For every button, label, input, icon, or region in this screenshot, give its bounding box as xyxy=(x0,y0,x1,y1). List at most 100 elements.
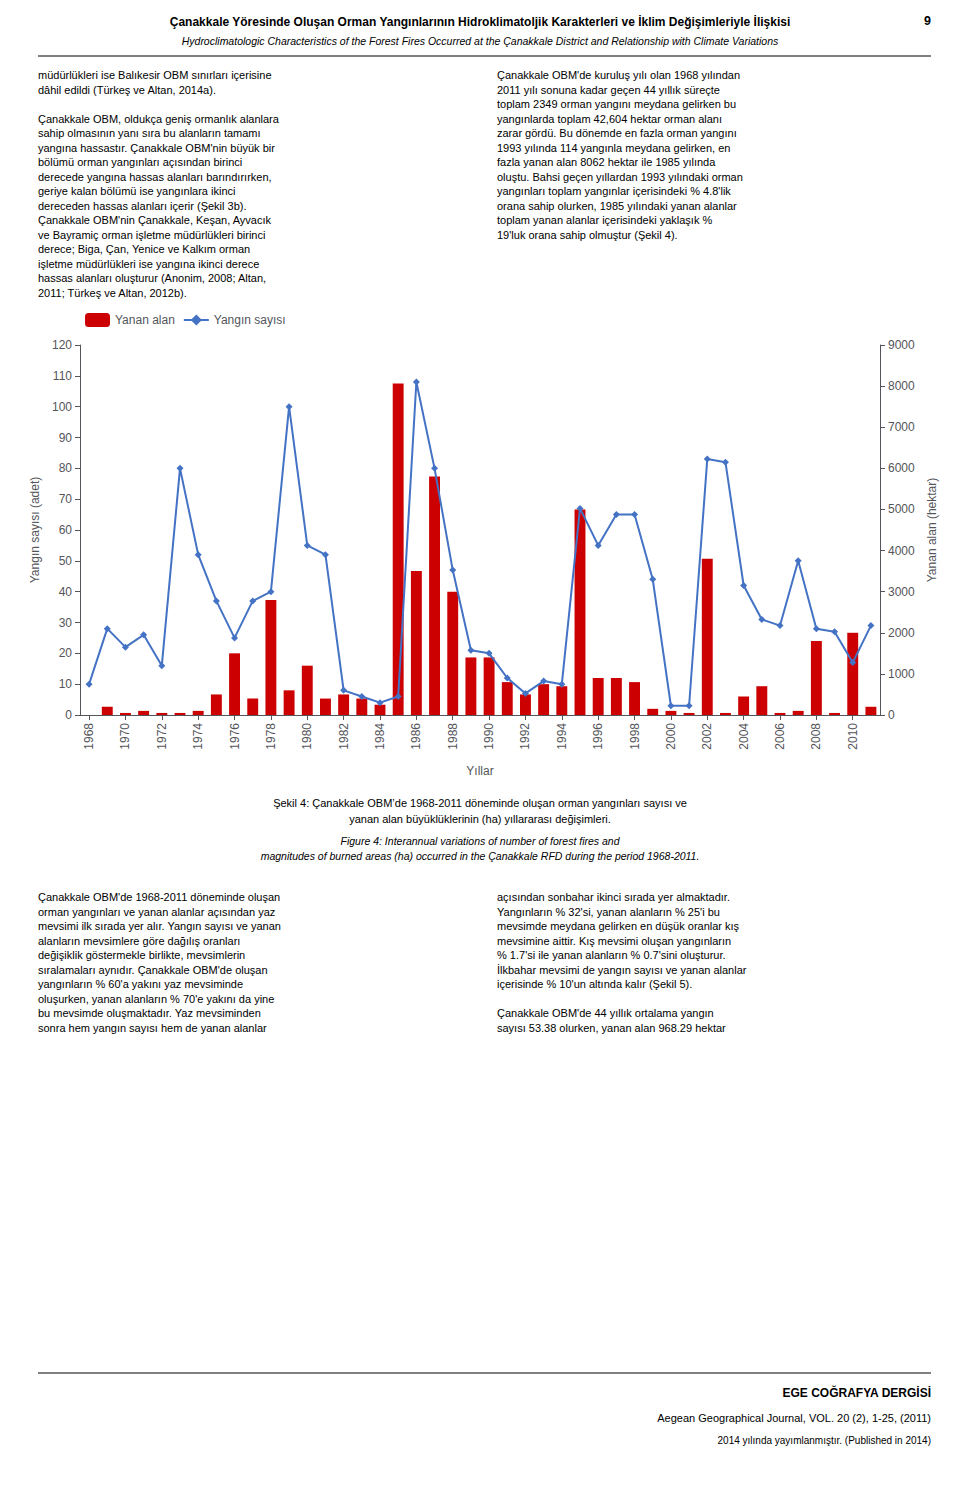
svg-text:120: 120 xyxy=(52,338,72,352)
svg-text:değişiklik göstermekle birlikt: değişiklik göstermekle birlikte, mevsiml… xyxy=(38,949,245,961)
svg-text:Yangın sayısı: Yangın sayısı xyxy=(214,313,286,327)
svg-text:Yıllar: Yıllar xyxy=(466,764,493,778)
svg-text:fazla yanan alan 8062 hektar i: fazla yanan alan 8062 hektar ile 1985 yı… xyxy=(497,156,716,168)
svg-text:2011; Türkeş ve Altan, 2012b).: 2011; Türkeş ve Altan, 2012b). xyxy=(38,287,187,299)
svg-text:3000: 3000 xyxy=(888,585,915,599)
svg-text:0: 0 xyxy=(65,708,72,722)
svg-text:1996: 1996 xyxy=(591,723,605,750)
svg-text:Çanakkale OBM'de 1968-2011 dön: Çanakkale OBM'de 1968-2011 döneminde olu… xyxy=(38,891,280,903)
svg-text:1988: 1988 xyxy=(446,723,460,750)
svg-text:1974: 1974 xyxy=(191,723,205,750)
svg-text:Çanakkale OBM'de kuruluş yılı: Çanakkale OBM'de kuruluş yılı olan 1968 … xyxy=(497,69,740,81)
svg-text:dereceden hassas alanları içer: dereceden hassas alanları içerir (Şekil … xyxy=(38,200,247,212)
svg-text:mevsimi ilk sırada yer alır. Y: mevsimi ilk sırada yer alır. Yangın sayı… xyxy=(38,920,281,932)
svg-text:Hydroclimatologic Characterist: Hydroclimatologic Characteristics of the… xyxy=(182,35,779,47)
svg-text:orman yangınları ve yanan alan: orman yangınları ve yanan alanlar açısın… xyxy=(38,906,275,918)
svg-text:2002: 2002 xyxy=(700,723,714,750)
svg-text:50: 50 xyxy=(59,554,73,568)
svg-text:sonra hem yangın sayısı hem de: sonra hem yangın sayısı hem de yanan ala… xyxy=(38,1022,267,1034)
svg-text:% 1.7'si ile yanan alanların %: % 1.7'si ile yanan alanların % 0.7'sini … xyxy=(497,949,726,961)
svg-text:7000: 7000 xyxy=(888,420,915,434)
svg-text:Şekil 4: Çanakkale OBM’de 1968: Şekil 4: Çanakkale OBM’de 1968-2011 döne… xyxy=(273,797,687,809)
svg-text:20: 20 xyxy=(59,646,73,660)
svg-text:40: 40 xyxy=(59,585,73,599)
svg-text:1994: 1994 xyxy=(555,723,569,750)
svg-text:2008: 2008 xyxy=(809,723,823,750)
svg-text:Figure 4: Interannual variatio: Figure 4: Interannual variations of numb… xyxy=(341,835,621,847)
svg-text:9: 9 xyxy=(924,14,931,28)
svg-text:ve Bayramiç orman işletme müdü: ve Bayramiç orman işletme müdürlükleri b… xyxy=(38,229,265,241)
svg-text:80: 80 xyxy=(59,461,73,475)
svg-text:geriye kalan bölümü ise yangın: geriye kalan bölümü ise yangınlara ikinc… xyxy=(38,185,236,197)
svg-text:yanan alan büyüklüklerinin (ha: yanan alan büyüklüklerinin (ha) yıllarar… xyxy=(349,813,611,825)
svg-text:1990: 1990 xyxy=(482,723,496,750)
svg-text:derece; Biga, Çan, Yenice ve K: derece; Biga, Çan, Yenice ve Kalkım orma… xyxy=(38,243,250,255)
svg-text:2006: 2006 xyxy=(773,723,787,750)
svg-text:magnitudes of burned areas (ha: magnitudes of burned areas (ha) occurred… xyxy=(261,850,700,862)
svg-text:5000: 5000 xyxy=(888,502,915,516)
svg-text:1978: 1978 xyxy=(264,723,278,750)
svg-text:oluştu. Bahsi geçen yıllardan: oluştu. Bahsi geçen yıllardan 1993 yılın… xyxy=(497,171,743,183)
svg-text:90: 90 xyxy=(59,431,73,445)
svg-text:1968: 1968 xyxy=(82,723,96,750)
svg-text:işletme müdürlükleri ise yangı: işletme müdürlükleri ise yangına ikinci … xyxy=(38,258,259,270)
svg-text:Yanan alan: Yanan alan xyxy=(115,313,175,327)
svg-text:mevsimine aittir. Kış mevsimi: mevsimine aittir. Kış mevsimi oluşan yan… xyxy=(497,935,731,947)
svg-text:6000: 6000 xyxy=(888,461,915,475)
svg-text:10: 10 xyxy=(59,677,73,691)
svg-text:bu mevsimde oluşmaktadır. Yaz: bu mevsimde oluşmaktadır. Yaz mevsiminde… xyxy=(38,1007,261,1019)
svg-text:2000: 2000 xyxy=(664,723,678,750)
svg-text:Yanan alan (hektar): Yanan alan (hektar) xyxy=(925,478,939,583)
svg-text:2000: 2000 xyxy=(888,626,915,640)
svg-text:orana sahip olurken, 1985 yılı: orana sahip olurken, 1985 yılındaki yana… xyxy=(497,200,737,212)
svg-text:yangınların % 60'a yakını yaz: yangınların % 60'a yakını yaz mevsiminde xyxy=(38,978,243,990)
svg-text:100: 100 xyxy=(52,400,72,414)
svg-text:19'luk orana sahip olmuştur (Ş: 19'luk orana sahip olmuştur (Şekil 4). xyxy=(497,229,678,241)
svg-text:zarar gördü. Bu dönemde en faz: zarar gördü. Bu dönemde en fazla orman y… xyxy=(497,127,737,139)
svg-text:1993 yılında 114 yangınla meyd: 1993 yılında 114 yangınla meydana gelirk… xyxy=(497,142,730,154)
svg-text:sayısı 53.38 olurken, yanan al: sayısı 53.38 olurken, yanan alan 968.29 … xyxy=(497,1022,726,1034)
svg-text:İlkbahar mevsimi de yangın say: İlkbahar mevsimi de yangın sayısı ve yan… xyxy=(497,964,747,976)
svg-text:hassas alanları oluşturur (Ano: hassas alanları oluşturur (Anonim, 2008;… xyxy=(38,272,266,284)
svg-text:30: 30 xyxy=(59,616,73,630)
svg-text:1970: 1970 xyxy=(118,723,132,750)
svg-text:1972: 1972 xyxy=(155,723,169,750)
svg-text:yangınlarda toplam 42,604 hekt: yangınlarda toplam 42,604 hektar orman a… xyxy=(497,113,722,125)
svg-text:1984: 1984 xyxy=(373,723,387,750)
svg-text:110: 110 xyxy=(53,369,72,383)
svg-text:içerisinde % 10'un altında kal: içerisinde % 10'un altında kalır (Şekil … xyxy=(497,978,692,990)
svg-text:0: 0 xyxy=(888,708,895,722)
svg-text:Yangın sayısı (adet): Yangın sayısı (adet) xyxy=(28,477,42,584)
svg-text:1976: 1976 xyxy=(228,723,242,750)
svg-text:toplam yanan alanlar içerisind: toplam yanan alanlar içerisindeki yaklaş… xyxy=(497,214,712,226)
svg-text:1998: 1998 xyxy=(628,723,642,750)
svg-text:derecede yangına hassas alanla: derecede yangına hassas alanları barındı… xyxy=(38,171,272,183)
svg-text:toplam 2349 orman yangını meyd: toplam 2349 orman yangını meydana gelirk… xyxy=(497,98,736,110)
svg-text:1992: 1992 xyxy=(518,723,532,750)
svg-text:2010: 2010 xyxy=(846,723,860,750)
svg-text:1982: 1982 xyxy=(337,723,351,750)
svg-text:Çanakkale OBM, oldukça geniş o: Çanakkale OBM, oldukça geniş ormanlık al… xyxy=(38,113,280,125)
svg-text:dâhil edildi (Türkeş ve Altan,: dâhil edildi (Türkeş ve Altan, 2014a). xyxy=(38,84,216,96)
svg-text:2011 yılı sonuna kadar geçen 4: 2011 yılı sonuna kadar geçen 44 yıllık s… xyxy=(497,84,720,96)
svg-text:müdürlükleri ise Balıkesir OBM: müdürlükleri ise Balıkesir OBM sınırları… xyxy=(38,69,272,81)
svg-text:70: 70 xyxy=(59,492,73,506)
svg-text:bölümü orman yangınları açısın: bölümü orman yangınları açısından birinc… xyxy=(38,156,242,168)
svg-text:alanların mevsimlere göre dağı: alanların mevsimlere göre dağılış oranla… xyxy=(38,935,240,947)
svg-text:8000: 8000 xyxy=(888,379,915,393)
svg-text:açısından sonbahar ikinci sıra: açısından sonbahar ikinci sırada yer alm… xyxy=(497,891,730,903)
svg-text:Çanakkale OBM'de 44 yıllık ort: Çanakkale OBM'de 44 yıllık ortalama yang… xyxy=(497,1007,714,1019)
svg-text:sıralamaları aynıdır. Çanakkal: sıralamaları aynıdır. Çanakkale OBM'de o… xyxy=(38,964,268,976)
svg-text:1000: 1000 xyxy=(888,667,915,681)
svg-text:1980: 1980 xyxy=(300,723,314,750)
svg-text:2004: 2004 xyxy=(737,723,751,750)
svg-text:60: 60 xyxy=(59,523,73,537)
svg-text:Yangınların % 32'si, yanan ala: Yangınların % 32'si, yanan alanların % 2… xyxy=(497,906,720,918)
svg-text:2014 yılında yayımlanmıştır. (: 2014 yılında yayımlanmıştır. (Published … xyxy=(718,1435,931,1446)
svg-text:mevsimde meydana gelirken en d: mevsimde meydana gelirken en düşük oranl… xyxy=(497,920,740,932)
svg-text:EGE COĞRAFYA DERGİSİ: EGE COĞRAFYA DERGİSİ xyxy=(783,1385,931,1400)
svg-text:9000: 9000 xyxy=(888,338,915,352)
svg-text:oluşurken, yanan alanların % 7: oluşurken, yanan alanların % 70'e yakını… xyxy=(38,993,274,1005)
svg-text:Aegean Geographical Journal, V: Aegean Geographical Journal, VOL. 20 (2)… xyxy=(657,1412,931,1424)
svg-text:1986: 1986 xyxy=(409,723,423,750)
